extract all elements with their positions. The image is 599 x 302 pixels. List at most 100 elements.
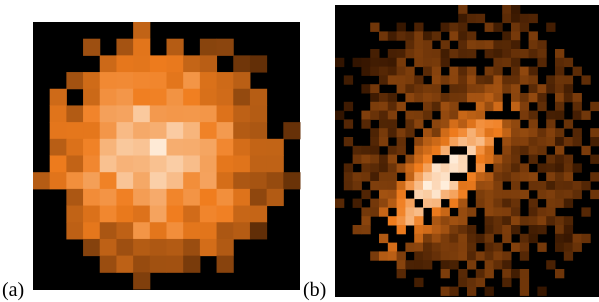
pixel bbox=[414, 23, 423, 32]
pixel bbox=[379, 181, 388, 190]
pixel bbox=[133, 256, 150, 273]
pixel bbox=[217, 189, 234, 206]
pixel bbox=[361, 111, 370, 120]
pixel bbox=[379, 58, 388, 67]
pixel bbox=[555, 102, 564, 111]
pixel bbox=[511, 5, 520, 14]
pixel bbox=[183, 256, 200, 273]
pixel bbox=[546, 163, 555, 172]
pixel bbox=[335, 58, 344, 67]
pixel bbox=[405, 163, 414, 172]
pixel bbox=[361, 84, 370, 93]
pixel bbox=[397, 207, 406, 216]
pixel bbox=[423, 199, 432, 208]
pixel bbox=[133, 156, 150, 173]
pixel bbox=[564, 155, 573, 164]
pixel bbox=[432, 137, 441, 146]
pixel bbox=[432, 31, 441, 40]
pixel bbox=[520, 172, 529, 181]
pixel bbox=[250, 206, 267, 223]
pixel bbox=[476, 172, 485, 181]
pixel bbox=[379, 93, 388, 102]
pixel bbox=[511, 67, 520, 76]
pixel bbox=[200, 72, 217, 89]
pixel bbox=[458, 14, 467, 23]
pixel bbox=[361, 207, 370, 216]
pixel bbox=[511, 207, 520, 216]
pixel bbox=[476, 128, 485, 137]
pixel bbox=[217, 172, 234, 189]
pixel bbox=[379, 172, 388, 181]
pixel bbox=[520, 49, 529, 58]
pixel bbox=[432, 58, 441, 67]
pixel bbox=[458, 49, 467, 58]
pixel bbox=[458, 93, 467, 102]
pixel bbox=[458, 251, 467, 260]
pixel bbox=[555, 58, 564, 67]
pixel bbox=[370, 23, 379, 32]
pixel bbox=[133, 272, 150, 289]
pixel bbox=[546, 260, 555, 269]
figure: (a) (b) bbox=[0, 0, 599, 302]
pixel bbox=[233, 122, 250, 139]
pixel bbox=[493, 172, 502, 181]
pixel bbox=[370, 93, 379, 102]
pixel bbox=[529, 31, 538, 40]
pixel bbox=[388, 75, 397, 84]
pixel bbox=[397, 225, 406, 234]
pixel bbox=[423, 172, 432, 181]
pixel bbox=[485, 269, 494, 278]
pixel bbox=[414, 40, 423, 49]
pixel bbox=[467, 278, 476, 287]
pixel bbox=[397, 58, 406, 67]
pixel bbox=[414, 93, 423, 102]
pixel bbox=[502, 137, 511, 146]
pixel bbox=[511, 269, 520, 278]
pixel bbox=[432, 67, 441, 76]
pixel bbox=[83, 172, 100, 189]
pixel bbox=[83, 39, 100, 56]
pixel bbox=[50, 105, 67, 122]
pixel bbox=[502, 31, 511, 40]
pixel bbox=[233, 55, 250, 72]
pixel bbox=[183, 206, 200, 223]
pixel bbox=[511, 23, 520, 32]
pixel bbox=[388, 102, 397, 111]
pixel bbox=[66, 189, 83, 206]
pixel bbox=[449, 251, 458, 260]
pixel bbox=[397, 31, 406, 40]
pixel bbox=[485, 190, 494, 199]
pixel bbox=[379, 155, 388, 164]
pixel bbox=[167, 156, 184, 173]
pixel bbox=[520, 243, 529, 252]
pixel bbox=[33, 172, 50, 189]
pixel bbox=[493, 216, 502, 225]
pixel bbox=[370, 146, 379, 155]
pixel bbox=[441, 137, 450, 146]
pixel bbox=[467, 137, 476, 146]
pixel bbox=[116, 139, 133, 156]
pixel bbox=[573, 163, 582, 172]
pixel bbox=[217, 256, 234, 273]
pixel bbox=[511, 75, 520, 84]
pixel bbox=[414, 225, 423, 234]
pixel bbox=[267, 172, 284, 189]
pixel bbox=[250, 189, 267, 206]
pixel bbox=[379, 251, 388, 260]
pixel bbox=[167, 206, 184, 223]
pixel bbox=[370, 251, 379, 260]
pixel bbox=[397, 146, 406, 155]
pixel bbox=[581, 146, 590, 155]
pixel bbox=[529, 75, 538, 84]
pixel bbox=[573, 128, 582, 137]
pixel bbox=[200, 39, 217, 56]
pixel bbox=[432, 163, 441, 172]
pixel bbox=[520, 216, 529, 225]
pixel bbox=[458, 137, 467, 146]
pixel bbox=[83, 222, 100, 239]
pixel bbox=[83, 139, 100, 156]
pixel bbox=[511, 199, 520, 208]
pixel bbox=[423, 251, 432, 260]
pixel bbox=[361, 225, 370, 234]
pixel bbox=[458, 278, 467, 287]
